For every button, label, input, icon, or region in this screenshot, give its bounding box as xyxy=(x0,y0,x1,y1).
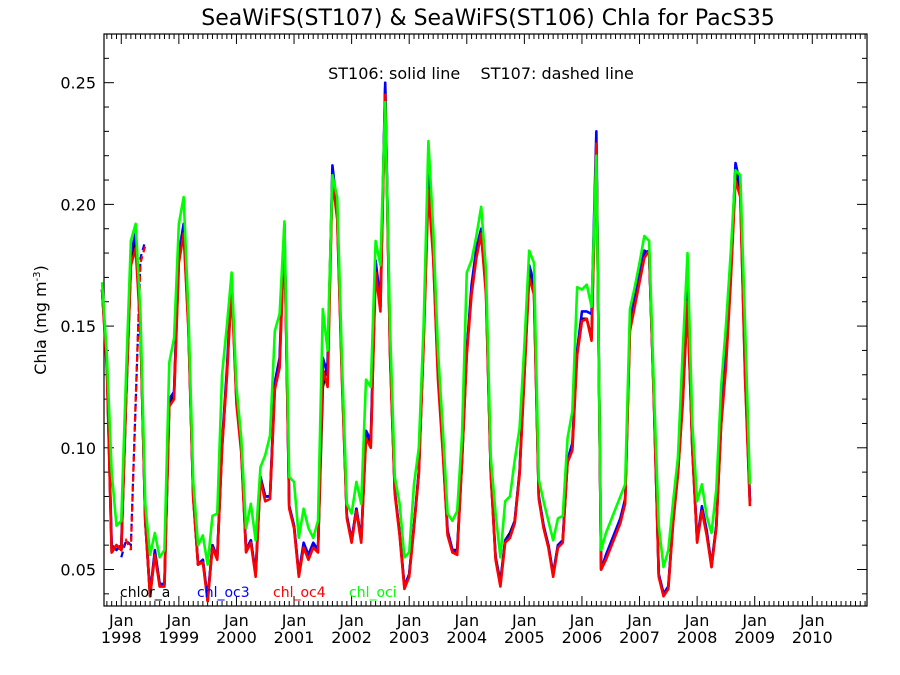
x-tick-label-year: 2008 xyxy=(677,628,718,647)
y-tick-label: 0.25 xyxy=(60,74,96,93)
x-tick-label-year: 2007 xyxy=(619,628,660,647)
x-tick-label-month: Jan xyxy=(338,611,364,630)
chart-title: SeaWiFS(ST107) & SeaWiFS(ST106) Chla for… xyxy=(201,6,774,31)
x-tick-label-year: 2001 xyxy=(274,628,315,647)
legend-chl-oc4: chl_oc4 xyxy=(273,585,326,601)
x-tick-label-month: Jan xyxy=(569,611,595,630)
x-tick-label-year: 2003 xyxy=(389,628,430,647)
x-tick-label-year: 2000 xyxy=(216,628,257,647)
x-tick-label-month: Jan xyxy=(166,611,192,630)
y-tick-label: 0.20 xyxy=(60,195,96,214)
x-tick-label-month: Jan xyxy=(223,611,249,630)
x-tick-label-month: Jan xyxy=(684,611,710,630)
legend-chlor-a: chlor_a xyxy=(120,585,170,601)
x-tick-label-year: 2005 xyxy=(504,628,545,647)
line-style-note: ST106: solid line ST107: dashed line xyxy=(328,64,634,83)
legend-chl-oc3: chl_oc3 xyxy=(197,585,250,601)
x-tick-label-month: Jan xyxy=(626,611,652,630)
x-tick-label-month: Jan xyxy=(799,611,825,630)
legend-chl-oci: chl_oci xyxy=(349,585,397,601)
x-tick-label-year: 2010 xyxy=(792,628,833,647)
x-tick-label-year: 1998 xyxy=(101,628,142,647)
series-line-chl_oc3-dashed xyxy=(120,240,147,558)
x-tick-label-month: Jan xyxy=(396,611,422,630)
series-layer xyxy=(100,81,752,603)
y-axis-label: Chla (mg m-3) xyxy=(31,265,50,375)
y-axis-ticks xyxy=(104,57,867,595)
x-tick-label-year: 2006 xyxy=(562,628,603,647)
series-line-chl_oci xyxy=(100,100,752,569)
x-tick-label-year: 2004 xyxy=(446,628,487,647)
y-tick-label: 0.10 xyxy=(60,439,96,458)
y-axis-label-sup: -3 xyxy=(32,271,43,281)
x-tick-label-year: 2009 xyxy=(734,628,775,647)
y-tick-label: 0.05 xyxy=(60,560,96,579)
x-tick-label-month: Jan xyxy=(511,611,537,630)
y-axis-label-text: Chla (mg m xyxy=(31,281,50,374)
x-tick-label-year: 1999 xyxy=(159,628,200,647)
x-tick-label-month: Jan xyxy=(281,611,307,630)
x-axis-tick-labels: Jan1998Jan1999Jan2000Jan2001Jan2002Jan20… xyxy=(101,611,833,647)
y-axis-tick-labels: 0.05 0.10 0.15 0.20 0.25 xyxy=(60,74,96,580)
legend: chlor_a chl_oc3 chl_oc4 chl_oci xyxy=(120,585,397,601)
y-tick-label: 0.15 xyxy=(60,317,96,336)
y-axis-label-close: ) xyxy=(31,265,50,271)
x-tick-label-month: Jan xyxy=(108,611,134,630)
x-tick-label-year: 2002 xyxy=(331,628,372,647)
x-tick-label-month: Jan xyxy=(453,611,479,630)
series-line-chl_oc4-dashed xyxy=(120,245,147,551)
x-axis-ticks xyxy=(106,34,866,606)
x-tick-label-month: Jan xyxy=(741,611,767,630)
